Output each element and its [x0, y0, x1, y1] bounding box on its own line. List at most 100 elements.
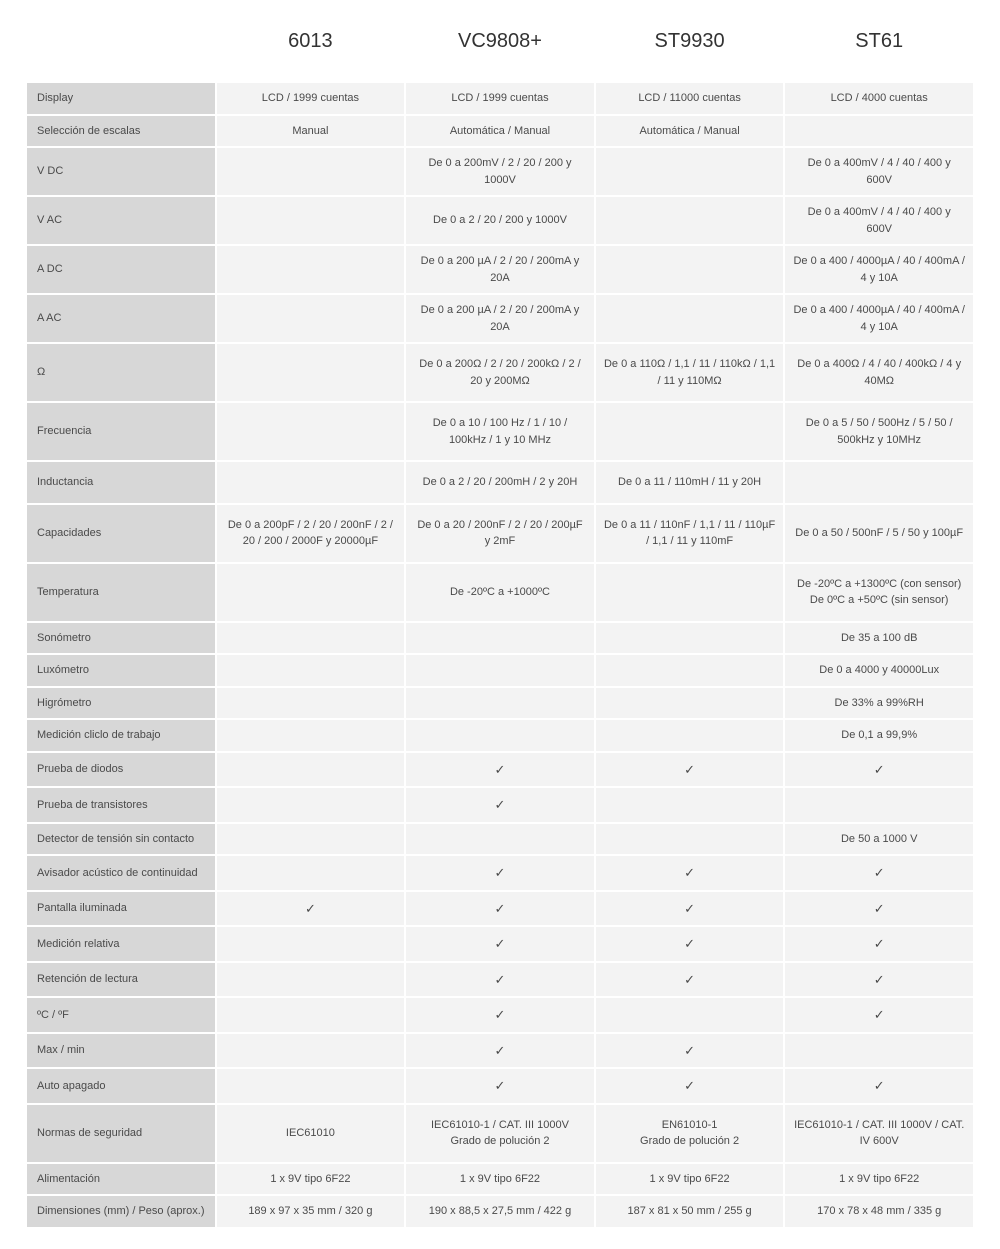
check-icon: ✓: [495, 762, 506, 777]
row-value: [217, 963, 405, 997]
row-label: Retención de lectura: [27, 963, 215, 997]
check-icon: ✓: [495, 797, 506, 812]
row-value: De 35 a 100 dB: [785, 623, 973, 654]
table-row: InductanciaDe 0 a 2 / 20 / 200mH / 2 y 2…: [27, 462, 973, 503]
row-value: De 0 a 50 / 500nF / 5 / 50 y 100µF: [785, 505, 973, 562]
table-row: Max / min✓✓: [27, 1034, 973, 1068]
row-value: ✓: [406, 1069, 594, 1103]
row-value: LCD / 11000 cuentas: [596, 83, 784, 114]
row-value: De 0 a 11 / 110mH / 11 y 20H: [596, 462, 784, 503]
row-value: [217, 655, 405, 686]
row-value: ✓: [596, 927, 784, 961]
row-value: [217, 1034, 405, 1068]
table-row: Selección de escalasManualAutomática / M…: [27, 116, 973, 147]
row-label: Alimentación: [27, 1164, 215, 1195]
row-value: De 0 a 110Ω / 1,1 / 11 / 110kΩ / 1,1 / 1…: [596, 344, 784, 401]
check-icon: ✓: [495, 1078, 506, 1093]
row-value: De 0 a 200pF / 2 / 20 / 200nF / 2 / 20 /…: [217, 505, 405, 562]
header-row: 6013 VC9808+ ST9930 ST61: [27, 22, 973, 81]
table-row: ΩDe 0 a 200Ω / 2 / 20 / 200kΩ / 2 / 20 y…: [27, 344, 973, 401]
row-value: ✓: [596, 963, 784, 997]
row-value: ✓: [217, 892, 405, 926]
row-value: ✓: [785, 1069, 973, 1103]
table-row: Frecuencia De 0 a 10 / 100 Hz / 1 / 10 / …: [27, 403, 973, 460]
row-value: [596, 295, 784, 342]
table-row: Medición cliclo de trabajo De 0,1 a 99,9%: [27, 720, 973, 751]
row-value: [596, 998, 784, 1032]
check-icon: ✓: [495, 972, 506, 987]
row-value: ✓: [406, 1034, 594, 1068]
check-icon: ✓: [874, 865, 885, 880]
table-row: Pantalla iluminada✓✓✓✓: [27, 892, 973, 926]
check-icon: ✓: [874, 762, 885, 777]
row-value: [217, 623, 405, 654]
row-value: 190 x 88,5 x 27,5 mm / 422 g: [406, 1196, 594, 1227]
row-value: ✓: [596, 1069, 784, 1103]
row-value: ✓: [596, 856, 784, 890]
row-value: [217, 462, 405, 503]
row-value: De 0 a 10 / 100 Hz / 1 / 10 / 100kHz / 1…: [406, 403, 594, 460]
row-value: [596, 824, 784, 855]
row-value: [596, 403, 784, 460]
check-icon: ✓: [495, 865, 506, 880]
row-value: ✓: [596, 1034, 784, 1068]
row-value: ✓: [596, 892, 784, 926]
row-value: IEC61010: [217, 1105, 405, 1162]
row-value: IEC61010-1 / CAT. III 1000VGrado de polu…: [406, 1105, 594, 1162]
row-value: [406, 720, 594, 751]
row-value: [217, 753, 405, 787]
table-row: Prueba de transistores✓: [27, 788, 973, 822]
table-row: TemperaturaDe -20ºC a +1000ºCDe -20ºC a …: [27, 564, 973, 621]
check-icon: ✓: [874, 972, 885, 987]
row-value: [596, 564, 784, 621]
row-value: De 33% a 99%RH: [785, 688, 973, 719]
table-row: Normas de seguridadIEC61010IEC61010-1 / …: [27, 1105, 973, 1162]
check-icon: ✓: [874, 1078, 885, 1093]
row-label: Ω: [27, 344, 215, 401]
row-value: De -20ºC a +1300ºC (con sensor)De 0ºC a …: [785, 564, 973, 621]
table-row: CapacidadesDe 0 a 200pF / 2 / 20 / 200nF…: [27, 505, 973, 562]
row-label: Luxómetro: [27, 655, 215, 686]
row-value: De 0 a 20 / 200nF / 2 / 20 / 200µF y 2mF: [406, 505, 594, 562]
row-value: [217, 344, 405, 401]
row-value: De 0 a 2 / 20 / 200mH / 2 y 20H: [406, 462, 594, 503]
row-value: LCD / 1999 cuentas: [406, 83, 594, 114]
row-label: A AC: [27, 295, 215, 342]
row-value: ✓: [785, 963, 973, 997]
check-icon: ✓: [684, 1043, 695, 1058]
row-value: [596, 688, 784, 719]
row-value: De 0,1 a 99,9%: [785, 720, 973, 751]
row-value: 1 x 9V tipo 6F22: [596, 1164, 784, 1195]
row-value: Manual: [217, 116, 405, 147]
table-row: Avisador acústico de continuidad✓✓✓: [27, 856, 973, 890]
row-label: Medición cliclo de trabajo: [27, 720, 215, 751]
row-value: ✓: [785, 927, 973, 961]
table-row: V DCDe 0 a 200mV / 2 / 20 / 200 y 1000VD…: [27, 148, 973, 195]
row-value: Automática / Manual: [406, 116, 594, 147]
row-label: V DC: [27, 148, 215, 195]
row-value: 1 x 9V tipo 6F22: [406, 1164, 594, 1195]
col-header-1: VC9808+: [406, 22, 594, 81]
table-row: SonómetroDe 35 a 100 dB: [27, 623, 973, 654]
check-icon: ✓: [495, 1007, 506, 1022]
row-value: ✓: [406, 963, 594, 997]
row-value: EN61010-1Grado de polución 2: [596, 1105, 784, 1162]
check-icon: ✓: [874, 1007, 885, 1022]
check-icon: ✓: [874, 936, 885, 951]
row-label: A DC: [27, 246, 215, 293]
row-value: De 0 a 400 / 4000µA / 40 / 400mA / 4 y 1…: [785, 246, 973, 293]
row-value: [217, 824, 405, 855]
row-value: ✓: [406, 892, 594, 926]
row-label: Frecuencia: [27, 403, 215, 460]
table-row: Retención de lectura ✓ ✓ ✓: [27, 963, 973, 997]
row-value: LCD / 4000 cuentas: [785, 83, 973, 114]
row-label: Pantalla iluminada: [27, 892, 215, 926]
row-value: [785, 788, 973, 822]
row-value: [217, 856, 405, 890]
row-value: 1 x 9V tipo 6F22: [785, 1164, 973, 1195]
table-row: A DCDe 0 a 200 µA / 2 / 20 / 200mA y 20A…: [27, 246, 973, 293]
row-value: ✓: [785, 998, 973, 1032]
table-row: Prueba de diodos✓✓✓: [27, 753, 973, 787]
row-value: [596, 655, 784, 686]
row-value: [217, 197, 405, 244]
